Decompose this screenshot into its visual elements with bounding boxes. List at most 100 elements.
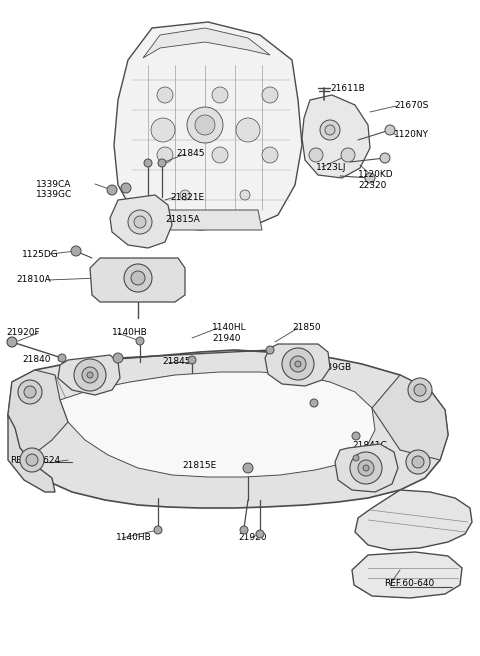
Circle shape bbox=[107, 185, 117, 195]
Text: 21920: 21920 bbox=[238, 533, 266, 542]
Text: 21840: 21840 bbox=[22, 355, 50, 364]
Text: 1123LJ: 1123LJ bbox=[316, 163, 347, 172]
Circle shape bbox=[154, 526, 162, 534]
Circle shape bbox=[353, 455, 359, 461]
Circle shape bbox=[412, 456, 424, 468]
Text: 1140HB: 1140HB bbox=[112, 328, 148, 337]
Circle shape bbox=[136, 337, 144, 345]
Circle shape bbox=[195, 115, 215, 135]
Circle shape bbox=[365, 173, 375, 183]
Text: 21845: 21845 bbox=[162, 357, 191, 366]
Polygon shape bbox=[335, 444, 398, 492]
Polygon shape bbox=[355, 490, 472, 550]
Circle shape bbox=[74, 359, 106, 391]
Circle shape bbox=[282, 348, 314, 380]
Circle shape bbox=[134, 216, 146, 228]
Polygon shape bbox=[114, 22, 302, 230]
Circle shape bbox=[352, 432, 360, 440]
Text: REF.60-624: REF.60-624 bbox=[10, 456, 60, 465]
Circle shape bbox=[18, 380, 42, 404]
Polygon shape bbox=[8, 350, 448, 508]
Circle shape bbox=[124, 264, 152, 292]
Circle shape bbox=[266, 346, 274, 354]
Text: 21920F: 21920F bbox=[6, 328, 40, 337]
Text: 21810A: 21810A bbox=[16, 275, 51, 284]
Circle shape bbox=[295, 361, 301, 367]
Circle shape bbox=[20, 448, 44, 472]
Text: 21830: 21830 bbox=[352, 465, 381, 474]
Circle shape bbox=[262, 87, 278, 103]
Circle shape bbox=[310, 399, 318, 407]
Circle shape bbox=[26, 454, 38, 466]
Circle shape bbox=[236, 118, 260, 142]
Text: 21815E: 21815E bbox=[182, 461, 216, 470]
Circle shape bbox=[24, 386, 36, 398]
Polygon shape bbox=[8, 370, 68, 462]
Circle shape bbox=[121, 183, 131, 193]
Circle shape bbox=[380, 153, 390, 163]
Polygon shape bbox=[143, 28, 270, 58]
Circle shape bbox=[212, 147, 228, 163]
Circle shape bbox=[87, 372, 93, 378]
Circle shape bbox=[157, 147, 173, 163]
Text: 1125DG: 1125DG bbox=[22, 250, 59, 259]
Text: 1339GB: 1339GB bbox=[316, 363, 352, 372]
Circle shape bbox=[256, 530, 264, 538]
Text: 1140HL: 1140HL bbox=[212, 323, 247, 332]
Polygon shape bbox=[265, 344, 330, 386]
Polygon shape bbox=[60, 372, 375, 477]
Text: 21850: 21850 bbox=[292, 323, 321, 332]
Polygon shape bbox=[352, 552, 462, 598]
Text: REF.60-640: REF.60-640 bbox=[384, 579, 434, 588]
Text: 1120KD: 1120KD bbox=[358, 170, 394, 179]
Circle shape bbox=[341, 148, 355, 162]
Circle shape bbox=[262, 147, 278, 163]
Circle shape bbox=[180, 190, 190, 200]
Circle shape bbox=[158, 159, 166, 167]
Text: 1339CA: 1339CA bbox=[36, 180, 72, 189]
Circle shape bbox=[350, 452, 382, 484]
Polygon shape bbox=[302, 95, 370, 178]
Circle shape bbox=[188, 356, 196, 364]
Circle shape bbox=[414, 384, 426, 396]
Circle shape bbox=[408, 378, 432, 402]
Polygon shape bbox=[110, 195, 172, 248]
Circle shape bbox=[157, 87, 173, 103]
Circle shape bbox=[290, 356, 306, 372]
Circle shape bbox=[113, 353, 123, 363]
Text: 21845: 21845 bbox=[176, 149, 204, 158]
Text: 21940: 21940 bbox=[212, 334, 240, 343]
Text: 21670S: 21670S bbox=[394, 101, 428, 110]
Circle shape bbox=[320, 120, 340, 140]
Circle shape bbox=[144, 159, 152, 167]
Circle shape bbox=[243, 463, 253, 473]
Circle shape bbox=[131, 271, 145, 285]
Circle shape bbox=[187, 107, 223, 143]
Text: 21815A: 21815A bbox=[165, 215, 200, 224]
Circle shape bbox=[385, 125, 395, 135]
Circle shape bbox=[71, 246, 81, 256]
Text: 22320: 22320 bbox=[358, 181, 386, 190]
Text: 1120NY: 1120NY bbox=[394, 130, 429, 139]
Circle shape bbox=[358, 460, 374, 476]
Text: 21821E: 21821E bbox=[170, 193, 204, 202]
Circle shape bbox=[240, 190, 250, 200]
Circle shape bbox=[151, 118, 175, 142]
Polygon shape bbox=[372, 375, 448, 460]
Circle shape bbox=[212, 87, 228, 103]
Text: 1339GC: 1339GC bbox=[36, 190, 72, 199]
Circle shape bbox=[325, 125, 335, 135]
Circle shape bbox=[240, 526, 248, 534]
Text: 1125DG: 1125DG bbox=[352, 453, 389, 462]
Polygon shape bbox=[148, 210, 262, 230]
Circle shape bbox=[58, 354, 66, 362]
Polygon shape bbox=[58, 355, 120, 395]
Polygon shape bbox=[90, 258, 185, 302]
Polygon shape bbox=[8, 415, 55, 492]
Circle shape bbox=[309, 148, 323, 162]
Circle shape bbox=[7, 337, 17, 347]
Text: 1140HB: 1140HB bbox=[116, 533, 152, 542]
Circle shape bbox=[128, 210, 152, 234]
Circle shape bbox=[82, 367, 98, 383]
Circle shape bbox=[363, 465, 369, 471]
